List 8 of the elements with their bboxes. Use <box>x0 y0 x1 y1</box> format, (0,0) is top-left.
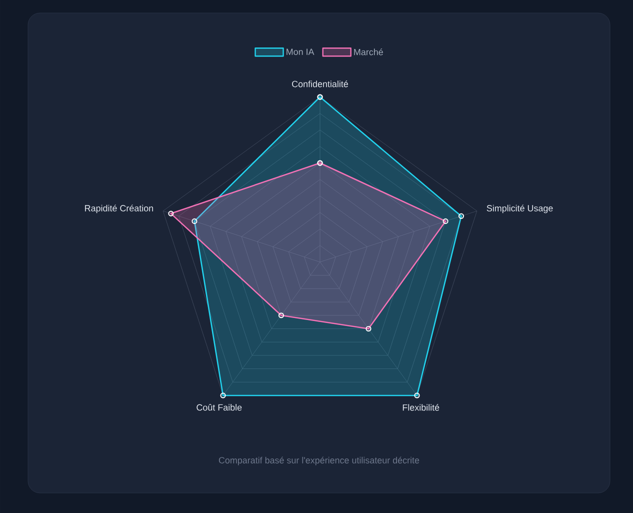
spoke-label: Confidentialité <box>292 80 348 88</box>
spoke-label: Simplicité Usage <box>486 204 553 214</box>
text: Comparatif basé sur l'expérience utilisateur décrite <box>218 456 420 466</box>
spoke-label: Rapidité Création <box>85 204 154 214</box>
spoke-label: Coût Faible <box>196 404 242 411</box>
legend-label: Mon IA <box>286 48 314 56</box>
spoke-label: Flexibilité <box>402 404 440 411</box>
legend-label: Marché <box>354 48 383 56</box>
